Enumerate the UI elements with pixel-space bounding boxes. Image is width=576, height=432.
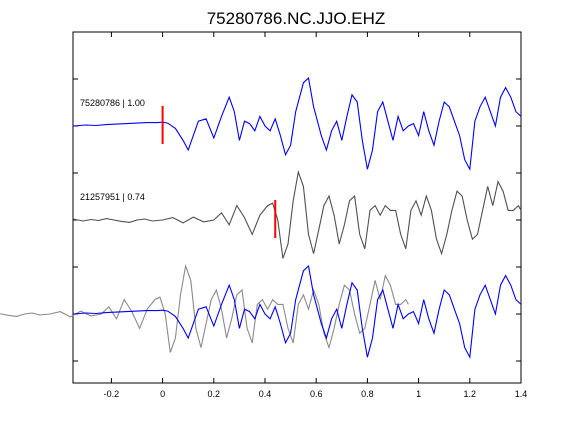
x-tick-label: 1.4	[515, 389, 528, 399]
x-tick-label: 1	[416, 389, 421, 399]
overlay-trace-secondary	[0, 263, 409, 353]
plot-area: -0.2 0 0.2 0.4 0.6 0.8 1 1.2 1.4 75280786 | 1.00 2…	[0, 31, 528, 399]
axes-frame	[72, 31, 522, 384]
x-tick-label: 0.4	[259, 389, 272, 399]
x-tick-label: 0.2	[208, 389, 221, 399]
trace-label-primary: 75280786 | 1.00	[80, 98, 145, 108]
x-tick-label: 0.8	[361, 389, 374, 399]
trace-line-primary	[72, 76, 522, 172]
x-tick-label: -0.2	[104, 389, 120, 399]
x-tick-label: 0.6	[310, 389, 323, 399]
x-tick-label: 1.2	[464, 389, 477, 399]
overlay-trace-primary	[72, 264, 522, 360]
trace-line-secondary	[72, 169, 522, 259]
x-tick-label: 0	[160, 389, 165, 399]
chart-title: 75280786.NC.JJO.EHZ	[207, 9, 386, 28]
trace-label-secondary: 21257951 | 0.74	[80, 192, 145, 202]
